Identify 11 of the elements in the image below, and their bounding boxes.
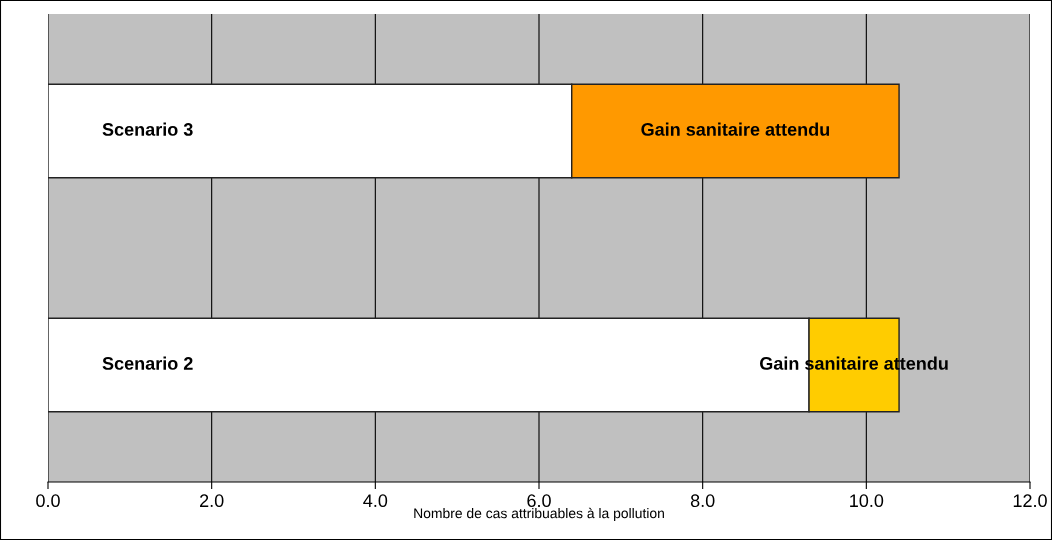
- x-tick-label: 0.0: [36, 494, 60, 508]
- x-tick-label: 6.0: [527, 494, 551, 508]
- y-tick-label: Scenario 2: [102, 356, 193, 370]
- y-tick-label: Scenario 3: [102, 122, 193, 136]
- x-axis-title: Nombre de cas attribuables à la pollution: [414, 507, 664, 521]
- x-tick-label: 4.0: [363, 494, 388, 508]
- x-tick-label: 8.0: [690, 494, 715, 508]
- x-tick-label: 10.0: [850, 494, 884, 508]
- x-tick-label: 2.0: [200, 494, 224, 508]
- series-label: Gain sanitaire attendu: [641, 122, 830, 136]
- x-tick-label: 12.0: [1013, 494, 1047, 508]
